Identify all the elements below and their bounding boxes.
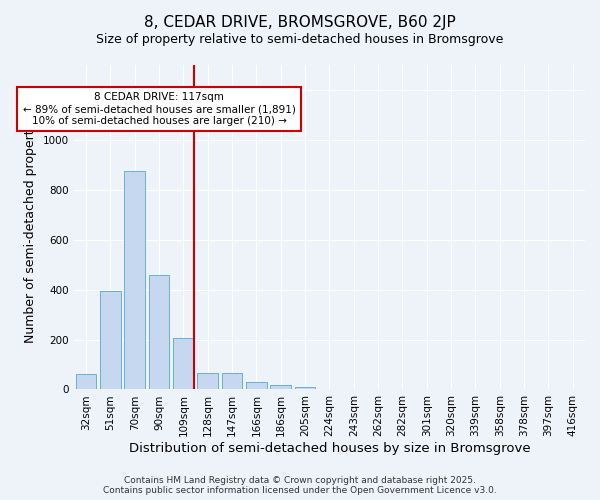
Bar [100, 291, 121, 390]
Bar [173, 338, 194, 390]
Bar [124, 171, 145, 390]
Bar [271, 385, 291, 390]
X-axis label: Distribution of semi-detached houses by size in Bromsgrove: Distribution of semi-detached houses by … [128, 442, 530, 455]
Bar [246, 382, 267, 390]
Text: 8, CEDAR DRIVE, BROMSGROVE, B60 2JP: 8, CEDAR DRIVE, BROMSGROVE, B60 2JP [144, 15, 456, 30]
Text: 8 CEDAR DRIVE: 117sqm
← 89% of semi-detached houses are smaller (1,891)
10% of s: 8 CEDAR DRIVE: 117sqm ← 89% of semi-deta… [23, 92, 296, 126]
Y-axis label: Number of semi-detached properties: Number of semi-detached properties [24, 112, 37, 343]
Text: Size of property relative to semi-detached houses in Bromsgrove: Size of property relative to semi-detach… [97, 32, 503, 46]
Bar [76, 374, 97, 390]
Bar [295, 388, 316, 390]
Bar [149, 274, 169, 390]
Bar [222, 373, 242, 390]
Text: Contains HM Land Registry data © Crown copyright and database right 2025.
Contai: Contains HM Land Registry data © Crown c… [103, 476, 497, 495]
Bar [197, 373, 218, 390]
